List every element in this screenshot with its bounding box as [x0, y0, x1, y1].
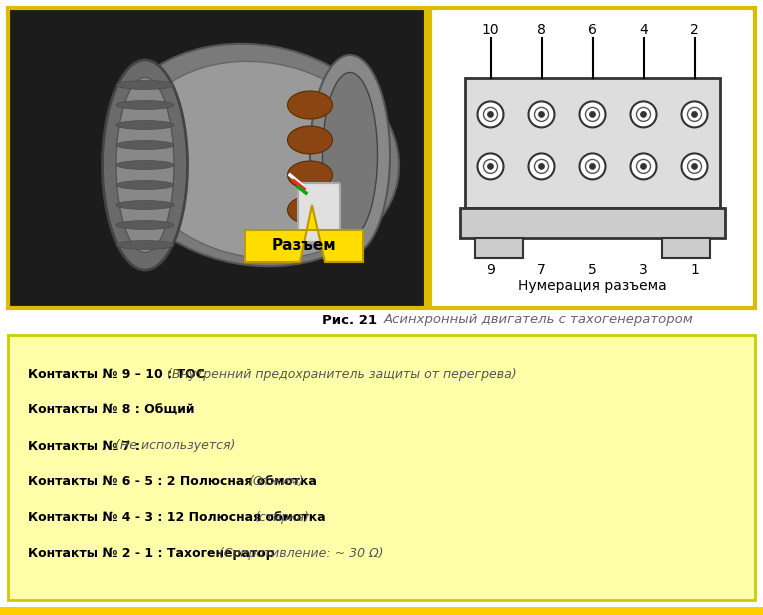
Text: (Сопротивление: ~ 30 Ω): (Сопротивление: ~ 30 Ω) — [220, 547, 384, 560]
FancyBboxPatch shape — [460, 208, 725, 238]
Ellipse shape — [288, 91, 333, 119]
Ellipse shape — [102, 60, 188, 270]
Circle shape — [539, 111, 545, 117]
FancyBboxPatch shape — [465, 78, 720, 208]
Ellipse shape — [131, 62, 389, 259]
Ellipse shape — [116, 140, 174, 149]
FancyBboxPatch shape — [475, 238, 523, 258]
Circle shape — [580, 101, 606, 127]
Ellipse shape — [310, 55, 390, 255]
Ellipse shape — [116, 240, 174, 250]
Text: (стирка): (стирка) — [254, 511, 309, 524]
Circle shape — [630, 153, 656, 180]
Circle shape — [535, 159, 549, 173]
Circle shape — [535, 108, 549, 121]
Circle shape — [478, 101, 504, 127]
Text: 9: 9 — [486, 263, 495, 277]
Circle shape — [636, 108, 651, 121]
Circle shape — [630, 101, 656, 127]
Ellipse shape — [111, 44, 399, 266]
Ellipse shape — [116, 81, 174, 90]
Text: (Не используется): (Не используется) — [115, 440, 235, 453]
Text: Контакты № 6 - 5 : 2 Полюсная обмотка: Контакты № 6 - 5 : 2 Полюсная обмотка — [28, 475, 321, 488]
Text: 7: 7 — [537, 263, 546, 277]
Text: Контакты № 8 : Общий: Контакты № 8 : Общий — [28, 403, 195, 417]
FancyBboxPatch shape — [662, 238, 710, 258]
Text: (Отжим): (Отжим) — [249, 475, 304, 488]
Circle shape — [640, 111, 646, 117]
Text: Контакты № 4 - 3 : 12 Полюсная обмотка: Контакты № 4 - 3 : 12 Полюсная обмотка — [28, 511, 330, 524]
Circle shape — [539, 164, 545, 169]
Ellipse shape — [288, 196, 333, 224]
Circle shape — [529, 101, 555, 127]
Ellipse shape — [116, 100, 174, 109]
Circle shape — [691, 164, 697, 169]
Text: 3: 3 — [639, 263, 648, 277]
Circle shape — [691, 111, 697, 117]
Ellipse shape — [116, 200, 174, 210]
Ellipse shape — [116, 161, 174, 170]
Circle shape — [488, 164, 494, 169]
Circle shape — [681, 101, 707, 127]
Circle shape — [488, 111, 494, 117]
FancyBboxPatch shape — [298, 183, 340, 242]
Text: 5: 5 — [588, 263, 597, 277]
Text: Асинхронный двигатель с тахогенератором: Асинхронный двигатель с тахогенератором — [384, 314, 694, 327]
Text: 10: 10 — [481, 23, 499, 37]
FancyBboxPatch shape — [8, 8, 426, 308]
Circle shape — [681, 153, 707, 180]
Text: Контакты № 7 : (Не используется): Контакты № 7 : (Не используется) — [28, 440, 255, 453]
Text: 6: 6 — [588, 23, 597, 37]
Ellipse shape — [288, 126, 333, 154]
Ellipse shape — [116, 221, 174, 229]
FancyBboxPatch shape — [8, 335, 755, 600]
Text: Контакты № 4 - 3 : 12 Полюсная обмотка (стирка): Контакты № 4 - 3 : 12 Полюсная обмотка (… — [28, 511, 359, 524]
Circle shape — [580, 153, 606, 180]
Text: Контакты № 6 - 5 : 2 Полюсная обмотка (Отжим): Контакты № 6 - 5 : 2 Полюсная обмотка (О… — [28, 475, 352, 488]
Text: Рис. 21: Рис. 21 — [323, 314, 382, 327]
Circle shape — [640, 164, 646, 169]
Text: 2: 2 — [690, 23, 699, 37]
Circle shape — [585, 108, 600, 121]
Text: 8: 8 — [537, 23, 546, 37]
Ellipse shape — [116, 121, 174, 130]
Circle shape — [478, 153, 504, 180]
Text: Разъем: Разъем — [272, 239, 336, 253]
Circle shape — [636, 159, 651, 173]
Ellipse shape — [116, 180, 174, 189]
Text: 4: 4 — [639, 23, 648, 37]
Text: Контакты № 7 :: Контакты № 7 : — [28, 440, 144, 453]
Text: Нумерация разъема: Нумерация разъема — [518, 279, 667, 293]
Polygon shape — [245, 205, 363, 262]
Text: Контакты № 2 - 1 : Тахогенератор: Контакты № 2 - 1 : Тахогенератор — [28, 547, 279, 560]
Text: (Внутренний предохранитель защиты от перегрева): (Внутренний предохранитель защиты от пер… — [167, 368, 517, 381]
Circle shape — [484, 108, 497, 121]
Circle shape — [484, 159, 497, 173]
Ellipse shape — [323, 73, 378, 237]
FancyBboxPatch shape — [430, 8, 755, 308]
Circle shape — [590, 111, 595, 117]
Text: Контакты № 9 – 10 : ТОС (Внутренний предохранитель защиты от перегрева): Контакты № 9 – 10 : ТОС (Внутренний пред… — [28, 368, 546, 381]
Text: Контакты № 2 - 1 : Тахогенератор (Сопротивление: ~ 30 Ω): Контакты № 2 - 1 : Тахогенератор (Сопрот… — [28, 547, 423, 560]
Text: 1: 1 — [690, 263, 699, 277]
Circle shape — [687, 108, 701, 121]
Text: Контакты № 9 – 10 : ТОС: Контакты № 9 – 10 : ТОС — [28, 368, 209, 381]
Circle shape — [529, 153, 555, 180]
FancyBboxPatch shape — [0, 607, 763, 615]
Circle shape — [687, 159, 701, 173]
Ellipse shape — [288, 161, 333, 189]
Circle shape — [585, 159, 600, 173]
Circle shape — [590, 164, 595, 169]
Ellipse shape — [116, 77, 174, 253]
